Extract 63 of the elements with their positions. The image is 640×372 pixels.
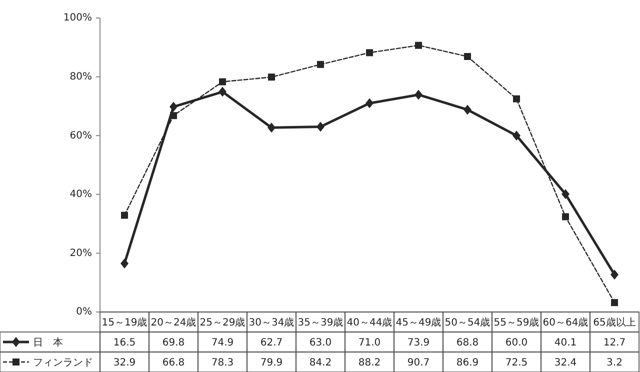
data-label: 60.0 (505, 338, 528, 349)
data-label: 16.5 (113, 338, 136, 349)
y-tick-label: 100% (63, 12, 92, 24)
data-label: 71.0 (358, 338, 381, 349)
point (562, 189, 570, 200)
data-label: 12.7 (603, 338, 626, 349)
data-label: 73.9 (407, 338, 430, 349)
point (268, 74, 275, 81)
point (316, 122, 324, 132)
point (317, 60, 324, 68)
point (464, 104, 472, 115)
legend-label: フィンランド (33, 358, 93, 369)
point (121, 212, 128, 219)
data-label: 74.9 (211, 338, 234, 349)
point (366, 98, 374, 108)
x-tick-label: 30～34歳 (248, 316, 294, 329)
data-label: 84.2 (309, 358, 332, 369)
point (464, 53, 471, 60)
x-tick-label: 65歳以上 (593, 316, 636, 329)
data-label: 40.1 (554, 338, 577, 349)
x-tick-label: 20～24歳 (150, 316, 196, 329)
data-label: 90.7 (407, 358, 430, 369)
y-tick-label: 20% (70, 248, 92, 259)
point (218, 86, 226, 97)
x-tick-label: 55～59歳 (494, 316, 540, 329)
data-label: 72.5 (505, 358, 528, 369)
point (610, 270, 618, 280)
data-label: 66.8 (162, 358, 185, 369)
data-label: 78.3 (211, 358, 234, 369)
x-tick-label: 15～19歳 (102, 316, 148, 329)
x-tick-label: 35～39歳 (298, 316, 344, 329)
data-label: 32.9 (113, 358, 136, 369)
data-label: 63.0 (309, 338, 332, 349)
point (512, 130, 520, 141)
data-label: 86.9 (456, 358, 479, 369)
x-tick-label: 60～64歳 (542, 316, 588, 329)
y-tick-label: 60% (70, 130, 92, 142)
y-tick-label: 80% (70, 72, 92, 83)
data-label: 32.4 (554, 358, 577, 369)
point (219, 78, 226, 86)
point (268, 122, 276, 133)
x-tick-label: 50～54歳 (444, 316, 490, 329)
point (414, 90, 422, 100)
data-label: 69.8 (162, 338, 185, 349)
x-tick-label: 40～44歳 (346, 316, 392, 329)
point (170, 102, 178, 112)
data-label: 3.2 (606, 358, 622, 369)
data-label: 62.7 (260, 338, 283, 349)
legend-label: 日 本 (33, 336, 63, 349)
data-label: 79.9 (260, 358, 283, 369)
point (415, 42, 422, 49)
x-tick-label: 25～29歳 (200, 316, 246, 329)
point (170, 112, 177, 120)
y-tick-label: 0% (76, 306, 92, 318)
y-tick-label: 40% (70, 189, 92, 200)
data-label: 68.8 (456, 338, 479, 349)
point (366, 49, 373, 56)
point (120, 258, 128, 268)
point (562, 213, 569, 220)
x-tick-label: 45～49歳 (396, 316, 442, 329)
data-label: 88.2 (358, 358, 381, 369)
point (611, 299, 618, 306)
point (513, 95, 520, 102)
